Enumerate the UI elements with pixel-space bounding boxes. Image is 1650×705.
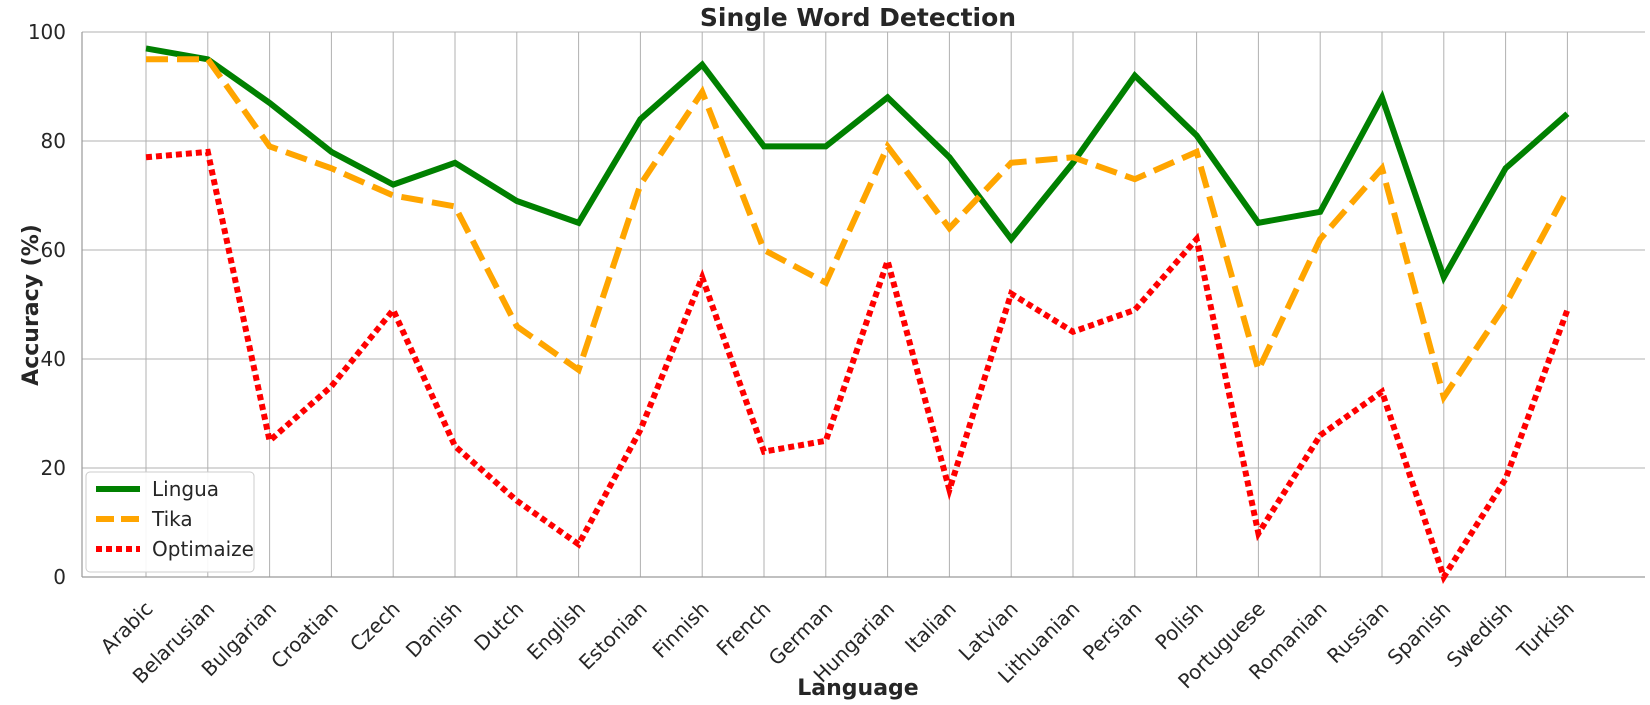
series-line-optimaize [145,148,1571,584]
series-line-tika [146,56,1571,405]
y-tick-label: 0 [53,565,66,589]
y-axis-title: Accuracy (%) [19,224,44,386]
legend-label-lingua: Lingua [152,477,219,501]
y-tick-label: 100 [28,20,66,44]
y-tick-label: 60 [41,238,66,262]
y-tick-labels: 0 20 40 60 80 100 [28,20,66,589]
legend-label-optimaize: Optimaize [152,537,254,561]
y-tick-label: 80 [41,129,66,153]
chart-title: Single Word Detection [700,3,1016,32]
legend-label-tika: Tika [151,507,193,531]
axes [81,32,1645,578]
y-tick-label: 40 [41,347,66,371]
series-lines [145,45,1571,584]
series-line-lingua [145,45,1570,285]
legend: Lingua Tika Optimaize [85,471,255,573]
x-axis-title: Language [797,676,918,701]
y-tick-label: 20 [41,456,66,480]
